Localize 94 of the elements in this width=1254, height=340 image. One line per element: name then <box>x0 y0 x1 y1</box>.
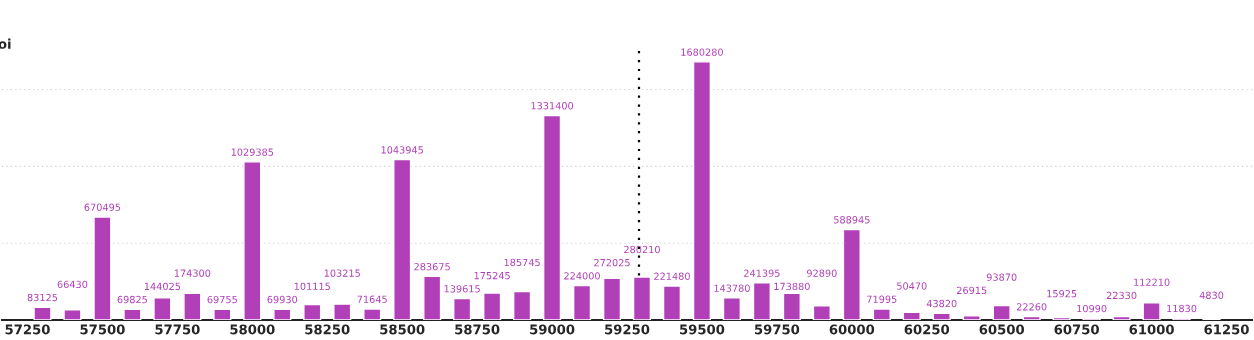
data-label: 93870 <box>986 273 1017 281</box>
x-tick-label: 58000 <box>230 324 275 335</box>
x-tick-label: 60500 <box>979 324 1025 335</box>
bar <box>962 315 981 320</box>
x-tick-label: 61000 <box>1129 324 1174 335</box>
data-label: 173880 <box>774 282 810 291</box>
bar <box>932 312 951 320</box>
bar <box>812 305 831 320</box>
bar <box>662 285 682 320</box>
data-label: 112210 <box>1134 278 1170 286</box>
bar <box>183 292 202 320</box>
data-label: 103215 <box>324 269 360 277</box>
bar <box>453 297 472 320</box>
data-label: 224000 <box>564 272 600 280</box>
data-label: 43820 <box>926 299 957 308</box>
bar <box>33 306 52 320</box>
bar <box>483 292 502 320</box>
data-label: 92890 <box>806 269 837 277</box>
data-label: 22330 <box>1106 291 1137 300</box>
x-tick-label: 60250 <box>904 324 950 335</box>
bar <box>842 228 861 320</box>
data-label: 69825 <box>117 295 148 304</box>
bar <box>1022 315 1041 320</box>
bar <box>153 297 172 320</box>
data-label: 1029385 <box>231 148 274 156</box>
data-label: 71995 <box>867 295 897 303</box>
bar <box>123 308 142 320</box>
data-label: 26915 <box>956 286 987 295</box>
data-label: 50470 <box>897 282 927 290</box>
data-label: 22260 <box>1016 303 1047 311</box>
x-tick-label: 59750 <box>754 324 800 335</box>
data-label: 10990 <box>1077 304 1107 313</box>
bar <box>872 308 891 320</box>
x-tick-label: 57250 <box>5 324 50 335</box>
data-label: 588945 <box>834 216 870 224</box>
data-label: 221480 <box>654 272 690 280</box>
x-tick-label: 60750 <box>1054 324 1099 335</box>
bar <box>243 161 262 320</box>
bar <box>333 303 352 320</box>
x-tick-label: 59000 <box>530 324 575 335</box>
data-label: 71645 <box>357 295 387 303</box>
data-label: 283675 <box>414 263 450 271</box>
data-label: 1680280 <box>681 48 723 56</box>
data-label: 15925 <box>1047 289 1077 298</box>
bar <box>423 275 442 320</box>
data-label: 670495 <box>84 203 121 211</box>
x-tick-label: 58500 <box>380 324 425 335</box>
data-label: 174300 <box>174 269 211 277</box>
bar <box>213 308 232 320</box>
bar <box>393 158 412 320</box>
data-label: 144025 <box>144 282 181 291</box>
x-tick-label: 60000 <box>829 324 875 335</box>
data-label: 175245 <box>474 271 510 280</box>
x-tick-label: 59250 <box>605 324 650 335</box>
data-label: 139615 <box>444 285 480 293</box>
data-label: 185745 <box>504 258 540 267</box>
data-label: 143780 <box>714 284 750 292</box>
bar <box>1142 302 1161 320</box>
bar <box>542 114 562 320</box>
data-label: 4830 <box>1199 291 1224 299</box>
data-label: 280210 <box>624 245 660 254</box>
bar <box>1052 316 1071 320</box>
data-label: 11830 <box>1167 304 1197 313</box>
x-tick-label: 59500 <box>680 324 725 335</box>
data-label: 66430 <box>57 280 88 288</box>
bar <box>902 311 921 320</box>
bar <box>273 308 292 320</box>
bar <box>363 308 382 320</box>
bar <box>93 216 112 320</box>
data-label: 272025 <box>594 258 630 267</box>
bar <box>512 290 532 320</box>
x-tick-label: 58250 <box>305 324 350 335</box>
data-label: 241395 <box>744 269 780 277</box>
bar <box>63 309 82 320</box>
x-tick-label: 61250 <box>1204 324 1249 335</box>
bar <box>722 297 742 320</box>
bar <box>692 61 712 320</box>
bar <box>992 304 1011 320</box>
bar <box>602 277 622 320</box>
bar <box>632 276 652 320</box>
bar <box>303 303 322 320</box>
data-label: 83125 <box>27 293 58 302</box>
data-label: 69930 <box>267 295 298 304</box>
x-tick-label: 58750 <box>455 324 500 335</box>
data-label: 1331400 <box>531 102 574 110</box>
data-label: 69755 <box>207 295 237 304</box>
bar <box>572 284 592 320</box>
x-tick-label: 57500 <box>80 324 125 335</box>
bar <box>782 292 801 320</box>
bar <box>752 282 771 320</box>
bar <box>1112 315 1131 320</box>
data-label: 101115 <box>294 282 330 291</box>
data-label: 1043945 <box>381 146 423 154</box>
x-tick-label: 57750 <box>155 324 200 335</box>
